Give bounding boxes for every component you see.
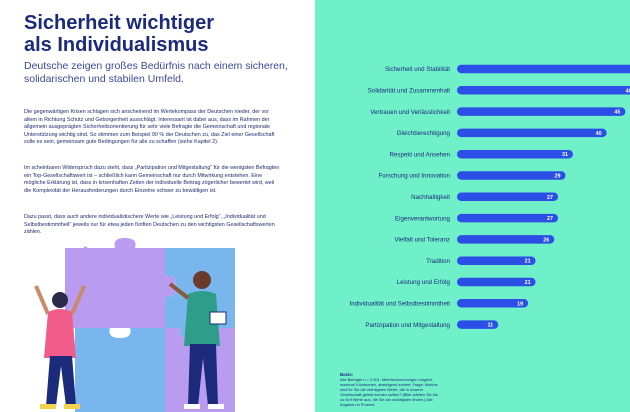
category-label: Solidarität und Zusammenhalt [368,88,450,95]
base-note: Basis: Alle Befragte n = 2.001; Mehrfach… [340,372,440,407]
page-title: Sicherheit wichtiger als Individualismus [24,12,304,56]
bar [457,256,536,265]
category-label: Gleichberechtigung [397,130,451,137]
category-label: Forschung und Innovation [378,173,450,180]
bar-value-label: 19 [517,301,523,307]
bar [457,86,630,95]
bar-value-label: 21 [525,259,531,265]
bar [457,107,626,116]
person-right-graphic [168,271,227,409]
category-label: Leistung und Erfolg [397,279,451,286]
title-line-1: Sicherheit wichtiger [24,12,215,34]
category-label: Individualität und Selbstbestimmtheit [350,301,451,308]
body-paragraph-3: Dazu passt, dass auch andere individuali… [24,214,275,236]
category-label: Vertrauen und Verlässlichkeit [370,109,450,116]
bar [457,128,607,138]
bar-value-label: 26 [543,237,549,243]
body-paragraph-2: Im scheinbaren Widerspruch dazu steht, d… [24,165,280,194]
values-bar-chart: Sicherheit und Stabilität59Solidarität u… [350,64,630,329]
bar [457,299,529,308]
category-label: Respekt und Ansehen [389,151,450,158]
bar [457,277,536,287]
puzzle-people-illustration [34,238,235,412]
body-paragraph-1: Die gegenwärtigen Krisen schlagen sich a… [24,109,275,146]
category-label: Tradition [426,258,450,265]
person-left-graphic [34,285,86,409]
bar-value-label: 40 [596,131,602,137]
base-note-title: Basis: [340,372,354,377]
category-label: Sicherheit und Stabilität [385,66,450,73]
bar [457,64,630,74]
bar-value-label: 45 [614,110,620,116]
category-label: Vielfalt und Toleranz [395,237,451,244]
text-panel: Sicherheit wichtiger als Individualismus… [24,12,304,412]
bar [457,149,573,159]
bar-value-label: 21 [525,280,531,286]
category-label: Partizipation und Mitgestaltung [365,322,450,329]
bar-value-label: 31 [562,152,568,158]
bar [457,213,559,223]
bar-value-label: 27 [547,195,553,201]
page-subtitle: Deutsche zeigen großes Bedürfnis nach ei… [24,60,288,85]
bar-value-label: 27 [547,216,553,222]
bar-value-label: 48 [626,88,630,94]
bar [457,235,555,244]
base-note-text: Alle Befragte n = 2.001; Mehrfachnennung… [340,377,438,407]
bar [457,171,566,180]
category-label: Eigenverantwortung [395,215,451,222]
title-line-2: als Individualismus [24,34,209,56]
bar-value-label: 11 [487,323,493,329]
bar-value-label: 29 [555,174,561,180]
category-label: Nachhaltigkeit [411,194,450,201]
bar [457,320,499,329]
bar [457,192,559,202]
